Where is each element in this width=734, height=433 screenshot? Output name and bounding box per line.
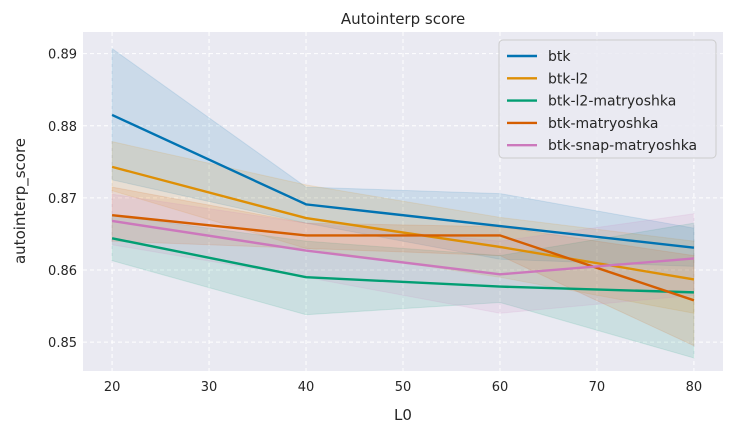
- series-line-btk-snap-matryoshka: [111, 219, 695, 276]
- legend-label: btk-l2: [548, 71, 588, 87]
- series-line-btk: [111, 113, 695, 249]
- series-line-btk-matryoshka: [111, 214, 695, 302]
- x-tick-label: 60: [492, 380, 509, 395]
- y-tick-label: 0.89: [48, 48, 77, 63]
- y-tick-label: 0.88: [48, 120, 77, 135]
- y-tick-label: 0.87: [48, 192, 77, 207]
- x-tick-label: 30: [201, 380, 218, 395]
- legend-label: btk-l2-matryoshka: [548, 94, 676, 110]
- y-tick-label: 0.85: [48, 336, 77, 351]
- series-line-btk-l2: [111, 165, 695, 281]
- series-line-btk-l2-matryoshka: [111, 237, 694, 294]
- y-tick-label: 0.86: [48, 264, 77, 279]
- x-tick-label: 70: [589, 380, 606, 395]
- confidence-band-btk-snap-matryoshka: [111, 193, 695, 314]
- x-tick-label: 50: [395, 380, 412, 395]
- legend-label: btk-matryoshka: [548, 116, 658, 132]
- legend: btk btk-l2 btk-l2-matryoshka btk-matryoshka…: [498, 39, 717, 159]
- legend-label: btk: [548, 49, 571, 65]
- confidence-band-btk: [111, 47, 695, 267]
- legend-label: btk-snap-matryoshka: [548, 138, 697, 154]
- x-tick-label: 40: [298, 380, 315, 395]
- chart-title: Autointerp score: [341, 10, 465, 28]
- x-tick-label: 80: [686, 380, 703, 395]
- x-axis-label: L0: [394, 406, 412, 424]
- confidence-band-btk-matryoshka: [111, 186, 695, 347]
- y-axis-label: autointerp_score: [11, 138, 30, 264]
- x-tick-label: 20: [104, 380, 121, 395]
